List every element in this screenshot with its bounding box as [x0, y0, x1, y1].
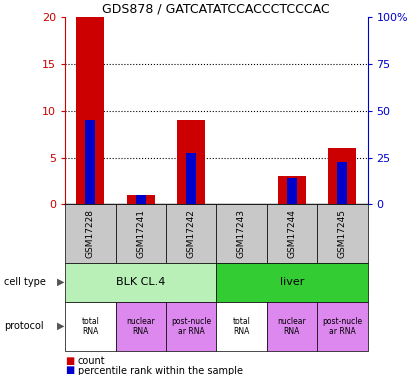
Text: post-nucle
ar RNA: post-nucle ar RNA — [322, 316, 362, 336]
Text: cell type: cell type — [4, 277, 46, 287]
Bar — [85, 120, 95, 204]
Text: percentile rank within the sample: percentile rank within the sample — [78, 366, 243, 375]
Bar — [76, 17, 104, 204]
Text: ■: ■ — [65, 366, 74, 375]
Text: nuclear
RNA: nuclear RNA — [278, 316, 306, 336]
Text: ▶: ▶ — [57, 321, 65, 331]
Text: GSM17242: GSM17242 — [186, 209, 196, 258]
Text: ▶: ▶ — [57, 277, 65, 287]
Text: GSM17245: GSM17245 — [338, 209, 347, 258]
Bar — [328, 148, 356, 204]
Text: total
RNA: total RNA — [81, 316, 99, 336]
Title: GDS878 / GATCATATCCACCCTCCCAC: GDS878 / GATCATATCCACCCTCCCAC — [102, 3, 330, 16]
Text: liver: liver — [280, 277, 304, 287]
Text: GSM17243: GSM17243 — [237, 209, 246, 258]
Text: BLK CL.4: BLK CL.4 — [116, 277, 165, 287]
Bar — [278, 176, 306, 204]
Bar — [127, 195, 155, 204]
Bar — [136, 195, 146, 204]
Text: GSM17228: GSM17228 — [86, 209, 95, 258]
Text: GSM17241: GSM17241 — [136, 209, 145, 258]
Text: total
RNA: total RNA — [233, 316, 250, 336]
Bar — [337, 162, 347, 204]
Text: post-nucle
ar RNA: post-nucle ar RNA — [171, 316, 211, 336]
Text: GSM17244: GSM17244 — [287, 209, 297, 258]
Text: count: count — [78, 356, 105, 366]
Text: ■: ■ — [65, 356, 74, 366]
Bar — [186, 153, 196, 204]
Text: nuclear
RNA: nuclear RNA — [126, 316, 155, 336]
Bar — [287, 178, 297, 204]
Text: protocol: protocol — [4, 321, 44, 331]
Bar — [177, 120, 205, 204]
